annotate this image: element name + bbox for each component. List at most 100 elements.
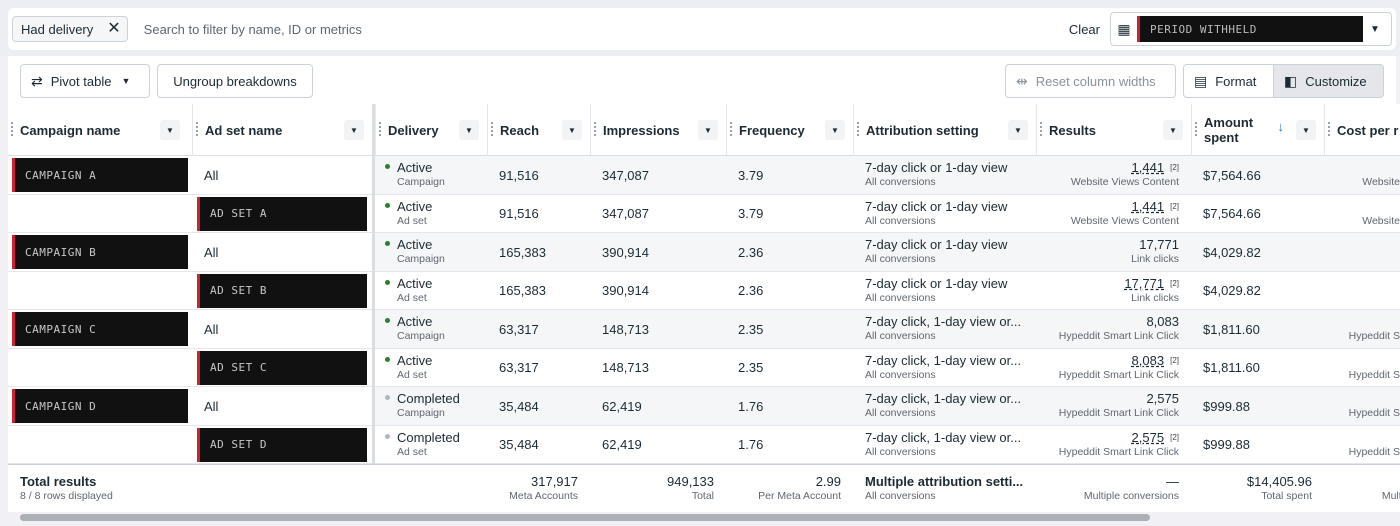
cost-per-result-sub: Hypeddit S <box>1348 330 1400 342</box>
cost-per-result-cell: Hypeddit S <box>1324 387 1400 425</box>
chevron-down-icon[interactable]: ▼ <box>1163 120 1183 140</box>
clear-button[interactable]: Clear <box>1068 21 1100 37</box>
table-row[interactable]: AD SET C Active Ad set 63,317 148,713 2.35 … <box>8 349 1400 387</box>
results-cell: 2,575 [2] Hypeddit Smart Link Click <box>1036 426 1191 464</box>
ad-set-name[interactable]: AD SET B <box>197 273 367 308</box>
campaign-name[interactable]: CAMPAIGN B <box>12 235 188 269</box>
results-value[interactable]: 17,771 <box>1124 275 1165 291</box>
table-row[interactable]: CAMPAIGN C All Active Campaign 63,317 148,7… <box>8 310 1400 349</box>
delivery-level: Campaign <box>397 176 445 188</box>
ungroup-breakdowns-button[interactable]: Ungroup breakdowns <box>157 64 313 98</box>
column-header-delivery[interactable]: Delivery ▼ <box>375 104 487 156</box>
ad-set-name[interactable]: AD SET C <box>197 350 367 385</box>
impressions-cell: 62,419 <box>602 437 642 452</box>
total-results: — <box>1166 474 1179 489</box>
delivery-level: Campaign <box>397 407 445 419</box>
results-value[interactable]: 8,083 <box>1131 352 1165 368</box>
status-dot <box>385 356 390 362</box>
reach-cell: 35,484 <box>499 437 539 452</box>
filter-chip-label: Had delivery <box>21 21 94 37</box>
cost-per-result-sub: Hypeddit S <box>1348 368 1400 381</box>
attribution-sub: All conversions <box>865 291 936 304</box>
chevron-down-icon[interactable]: ▼ <box>1008 120 1028 140</box>
results-sub: Link clicks <box>1131 291 1179 304</box>
chevron-down-icon[interactable]: ▼ <box>1296 120 1316 140</box>
table-row[interactable]: AD SET A Active Ad set 91,516 347,087 3.79 … <box>8 195 1400 233</box>
column-header-results[interactable]: Results ▼ <box>1036 104 1191 156</box>
column-header-cost-per-result[interactable]: Cost per r <box>1324 104 1400 156</box>
attribution-sub: All conversions <box>865 445 936 458</box>
chevron-down-icon[interactable]: ▼ <box>344 120 364 140</box>
table-row[interactable]: CAMPAIGN D All Completed Campaign 35,484 62… <box>8 387 1400 426</box>
results-value: 8,083 <box>1146 314 1179 329</box>
horizontal-scrollbar[interactable] <box>8 512 1400 526</box>
status-dot <box>385 395 390 400</box>
attribution-setting: 7-day click, 1-day view or... <box>865 391 1022 406</box>
results-sub: Website Views Content <box>1070 176 1179 188</box>
column-header-ad-set-name[interactable]: Ad set name ▼ <box>192 104 372 156</box>
customize-button[interactable]: ◧ Customize <box>1273 64 1384 98</box>
table-row[interactable]: AD SET B Active Ad set 165,383 390,914 2.36… <box>8 272 1400 310</box>
results-value: 17,771 <box>1139 237 1179 252</box>
status-dot <box>385 241 390 246</box>
table-row[interactable]: CAMPAIGN A All Active Campaign 91,516 347,0… <box>8 156 1400 195</box>
impressions-cell: 148,713 <box>602 321 649 337</box>
amount-spent-cell: $4,029.82 <box>1203 283 1261 298</box>
table-row[interactable]: CAMPAIGN B All Active Campaign 165,383 390,… <box>8 233 1400 272</box>
total-impressions: 949,133 <box>667 474 714 489</box>
cost-per-result-sub: Hypeddit S <box>1348 445 1400 458</box>
column-header-attribution-setting[interactable]: Attribution setting ▼ <box>853 104 1036 156</box>
results-table: Campaign name ▼ Ad set name ▼ Delivery ▼ Re… <box>8 104 1400 512</box>
reset-column-widths-button[interactable]: ⇹ Reset column widths <box>1005 64 1176 98</box>
results-value[interactable]: 1,441 <box>1131 160 1165 175</box>
chevron-down-icon[interactable]: ▼ <box>698 120 718 140</box>
chevron-down-icon[interactable]: ▼ <box>459 120 479 140</box>
results-cell: 17,771 [2] Link clicks <box>1036 272 1191 310</box>
column-header-amount-spent[interactable]: Amount spent ↓ ▼ <box>1191 104 1324 156</box>
toolbar: ⇄ Pivot table ▼ Ungroup breakdowns ⇹ Res… <box>8 56 1396 106</box>
search-input[interactable]: Search to filter by name, ID or metrics <box>143 21 362 37</box>
column-header-frequency[interactable]: Frequency ▼ <box>726 104 853 156</box>
date-picker[interactable]: ▦ PERIOD WITHHELD ▼ <box>1110 12 1392 46</box>
attribution-sub: All conversions <box>865 214 936 227</box>
campaign-name[interactable]: CAMPAIGN D <box>12 389 188 423</box>
attribution-setting: 7-day click, 1-day view or... <box>865 429 1022 445</box>
pivot-table-label: Pivot table <box>50 73 112 89</box>
results-tag: [2] <box>1170 163 1179 172</box>
results-sub: Hypeddit Smart Link Click <box>1058 330 1179 342</box>
panel-icon: ◧ <box>1284 72 1298 89</box>
ad-set-name[interactable]: AD SET A <box>197 196 367 231</box>
frozen-column-divider[interactable] <box>372 104 375 512</box>
results-value[interactable]: 2,575 <box>1131 429 1165 445</box>
pivot-icon: ⇄ <box>31 72 43 89</box>
customize-label: Customize <box>1305 73 1367 89</box>
pivot-table-button[interactable]: ⇄ Pivot table ▼ <box>20 64 150 98</box>
campaign-name[interactable]: CAMPAIGN A <box>12 158 188 192</box>
results-cell: 1,441 [2] Website Views Content <box>1036 195 1191 233</box>
frequency-cell: 2.36 <box>738 283 764 298</box>
campaign-name[interactable]: CAMPAIGN C <box>12 312 188 346</box>
status-dot <box>385 279 390 285</box>
results-value[interactable]: 1,441 <box>1131 198 1165 214</box>
totals-row: Total results 8 / 8 rows displayed 317,9… <box>8 464 1400 512</box>
sort-desc-icon[interactable]: ↓ <box>1277 119 1285 134</box>
column-header-impressions[interactable]: Impressions ▼ <box>590 104 726 156</box>
ad-set-name[interactable]: AD SET D <box>197 427 367 462</box>
cost-per-result-cell: Website <box>1324 195 1400 233</box>
format-button[interactable]: ▤ Format <box>1183 64 1274 98</box>
column-header-reach[interactable]: Reach ▼ <box>487 104 590 156</box>
reach-cell: 91,516 <box>499 206 539 221</box>
attribution-sub: All conversions <box>865 330 936 342</box>
filter-chip[interactable]: Had delivery ✕ <box>12 16 128 42</box>
attribution-setting: 7-day click, 1-day view or... <box>865 314 1022 329</box>
table-row[interactable]: AD SET D Completed Ad set 35,484 62,419 1.7… <box>8 426 1400 464</box>
close-icon[interactable]: ✕ <box>107 20 121 37</box>
chevron-down-icon[interactable]: ▼ <box>160 120 180 140</box>
column-header-campaign-name[interactable]: Campaign name ▼ <box>8 104 188 156</box>
chevron-down-icon[interactable]: ▼ <box>562 120 582 140</box>
status-dot <box>385 164 390 169</box>
total-amount-spent: $14,405.96 <box>1246 474 1312 489</box>
chevron-down-icon[interactable]: ▼ <box>825 120 845 140</box>
chevron-down-icon[interactable]: ▼ <box>1370 23 1380 35</box>
scrollbar-thumb[interactable] <box>20 514 1150 521</box>
